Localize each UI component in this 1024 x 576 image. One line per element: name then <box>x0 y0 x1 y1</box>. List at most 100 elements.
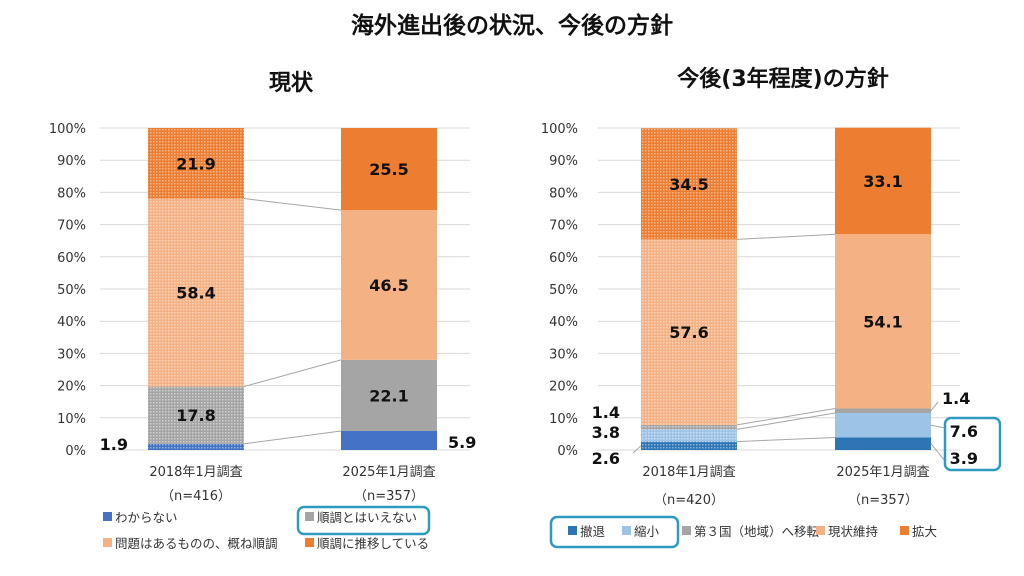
y-tick-label: 100% <box>49 122 86 137</box>
main-title: 海外進出後の状況、今後の方針 <box>351 13 673 39</box>
leader-line <box>640 424 643 428</box>
y-tick-label: 50% <box>549 283 578 298</box>
bar-segment <box>835 437 931 450</box>
data-label: 1.4 <box>942 389 970 408</box>
y-tick-label: 70% <box>57 219 86 234</box>
legend-swatch <box>816 526 825 535</box>
chart-title: 現状 <box>269 71 314 96</box>
y-tick-label: 90% <box>57 154 86 169</box>
data-label: 17.8 <box>176 406 215 425</box>
legend-swatch <box>622 526 631 535</box>
data-label: 33.1 <box>863 172 902 191</box>
legend-swatch <box>305 538 314 547</box>
legend-label: わからない <box>115 510 178 525</box>
legend-label: 現状維持 <box>828 524 878 539</box>
series-line <box>243 359 342 388</box>
data-label: 5.9 <box>448 433 476 452</box>
data-label: 1.9 <box>100 435 128 454</box>
legend-swatch <box>568 526 577 535</box>
data-label: 25.5 <box>369 160 408 179</box>
y-tick-label: 90% <box>549 154 578 169</box>
y-tick-label: 10% <box>57 412 86 427</box>
data-label: 2.6 <box>592 449 620 468</box>
bar-segment <box>341 431 437 450</box>
y-tick-label: 50% <box>57 283 86 298</box>
highlight-box <box>296 505 431 536</box>
data-label: 3.8 <box>592 423 620 442</box>
leader-line <box>930 401 939 412</box>
legend-label: 順調に推移している <box>317 536 429 551</box>
data-label: 1.4 <box>592 403 620 422</box>
legend-label: 撤退 <box>580 524 606 539</box>
series-line <box>243 430 342 445</box>
legend-label: 順調とはいえない <box>317 510 417 525</box>
data-label: 7.6 <box>950 422 978 441</box>
legend-swatch <box>682 526 691 535</box>
x-category-label: 2025年1月調査 <box>342 465 435 480</box>
leader-line <box>930 424 946 429</box>
bar-segment-texture <box>148 443 244 450</box>
bar-segment <box>341 128 437 211</box>
bar-segment-texture <box>148 198 244 387</box>
x-category-n: （n=416） <box>161 489 231 504</box>
bar-segment <box>341 210 437 360</box>
highlight-box <box>549 515 680 549</box>
series-line <box>736 233 836 240</box>
y-tick-label: 0% <box>65 444 86 459</box>
legend-label: 第３国（地域）へ移転 <box>694 524 820 539</box>
data-label: 34.5 <box>669 175 708 194</box>
data-label: 21.9 <box>176 154 215 173</box>
x-category-label: 2018年1月調査 <box>642 465 735 480</box>
bar-segment-texture <box>148 128 244 199</box>
legend-swatch <box>103 538 112 547</box>
bar-segment-texture <box>641 424 737 430</box>
x-category-label: 2018年1月調査 <box>149 465 242 480</box>
bar-segment <box>835 408 931 413</box>
bar-segment <box>835 412 931 438</box>
y-tick-label: 10% <box>549 412 578 427</box>
y-tick-label: 0% <box>557 444 578 459</box>
bar-segment-texture <box>641 441 737 450</box>
series-line <box>736 436 836 443</box>
legend-swatch <box>103 512 112 521</box>
y-tick-label: 30% <box>57 347 86 362</box>
y-tick-label: 20% <box>57 380 86 395</box>
y-tick-label: 80% <box>549 186 578 201</box>
x-category-n: （n=357） <box>848 493 918 508</box>
data-label: 58.4 <box>176 284 215 303</box>
bar-segment-texture <box>641 128 737 240</box>
series-line <box>736 412 836 430</box>
y-tick-label: 60% <box>57 251 86 266</box>
data-label: 46.5 <box>369 276 408 295</box>
bar-segment <box>835 234 931 409</box>
y-tick-label: 70% <box>549 219 578 234</box>
series-line <box>243 198 342 211</box>
leader-line <box>640 433 643 436</box>
legend-label: 拡大 <box>912 524 937 539</box>
bar-segment-texture <box>148 386 244 444</box>
legend-swatch <box>900 526 909 535</box>
y-tick-label: 30% <box>549 347 578 362</box>
y-tick-label: 60% <box>549 251 578 266</box>
y-tick-label: 20% <box>549 380 578 395</box>
data-label: 22.1 <box>369 386 408 405</box>
legend-label: 問題はあるものの、概ね順調 <box>115 536 278 551</box>
y-tick-label: 80% <box>57 186 86 201</box>
x-category-label: 2025年1月調査 <box>836 465 929 480</box>
y-tick-label: 40% <box>57 315 86 330</box>
y-tick-label: 40% <box>549 315 578 330</box>
x-category-n: （n=420） <box>654 493 724 508</box>
data-label: 3.9 <box>950 449 978 468</box>
bar-segment <box>341 359 437 432</box>
leader-line <box>930 443 946 462</box>
bar-segment-texture <box>641 429 737 442</box>
leader-line <box>632 445 642 454</box>
bar-segment-texture <box>641 239 737 425</box>
y-tick-label: 100% <box>541 122 578 137</box>
x-category-n: （n=357） <box>354 489 424 504</box>
legend-label: 縮小 <box>634 524 660 539</box>
data-label: 57.6 <box>669 323 708 342</box>
data-label: 54.1 <box>863 312 902 331</box>
legend-swatch <box>305 512 314 521</box>
